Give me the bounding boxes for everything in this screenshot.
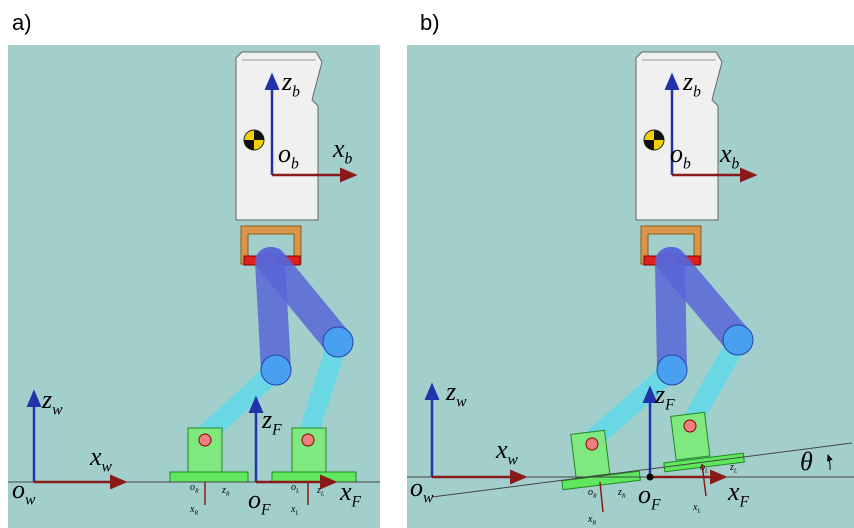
symbol-base: o bbox=[278, 139, 291, 168]
symbol-base: x bbox=[89, 442, 102, 471]
symbol-subscript: w bbox=[508, 452, 519, 469]
symbol-subscript: w bbox=[423, 490, 434, 507]
symbol-subscript: F bbox=[739, 494, 750, 511]
symbol-subscript: L bbox=[294, 511, 299, 517]
symbol-subscript: L bbox=[704, 469, 709, 475]
symbol-subscript: R bbox=[225, 492, 230, 498]
symbol-subscript: F bbox=[260, 502, 271, 519]
symbol-subscript: F bbox=[650, 497, 661, 514]
panel-label: a) bbox=[12, 10, 32, 35]
symbol-subscript: w bbox=[25, 492, 36, 509]
symbol-subscript: F bbox=[271, 422, 282, 439]
symbol-base: x bbox=[332, 134, 345, 163]
symbol-base: z bbox=[261, 405, 272, 434]
symbol-base: o bbox=[12, 475, 25, 504]
panel-b-bg bbox=[407, 45, 854, 528]
symbol-base: z bbox=[682, 67, 693, 96]
symbol-subscript: w bbox=[102, 459, 113, 476]
symbol-subscript: L bbox=[696, 509, 701, 515]
symbol-subscript: b bbox=[683, 156, 691, 173]
figure: a)zbobxbzwxwowzFoFxFoRzRxRoLzLxLb)zbobxb… bbox=[0, 0, 854, 528]
symbol-base: o bbox=[248, 485, 261, 514]
symbol-subscript: b bbox=[693, 84, 701, 101]
panel-label: b) bbox=[420, 10, 440, 35]
symbol-subscript: R bbox=[193, 511, 198, 517]
symbol-base: x bbox=[495, 435, 508, 464]
symbol-subscript: R bbox=[621, 494, 626, 500]
symbol-subscript: b bbox=[345, 151, 353, 168]
symbol-base: θ bbox=[800, 447, 813, 476]
symbol-subscript: L bbox=[320, 492, 325, 498]
symbol-base: z bbox=[41, 385, 52, 414]
symbol-subscript: w bbox=[456, 394, 467, 411]
symbol-subscript: b bbox=[292, 84, 300, 101]
symbol-base: o bbox=[410, 473, 423, 502]
symbol-base: z bbox=[281, 67, 292, 96]
symbol-subscript: R bbox=[591, 521, 596, 527]
symbol-subscript: b bbox=[291, 156, 299, 173]
symbol-base: x bbox=[719, 139, 732, 168]
symbol-subscript: F bbox=[664, 397, 675, 414]
symbol-subscript: L bbox=[295, 489, 300, 495]
symbol-subscript: R bbox=[592, 494, 597, 500]
symbol-subscript: w bbox=[52, 402, 63, 419]
symbol-base: o bbox=[670, 139, 683, 168]
symbol-base: o bbox=[638, 480, 651, 509]
frame-symbol: θ bbox=[800, 447, 813, 476]
symbol-base: z bbox=[445, 377, 456, 406]
symbol-base: x bbox=[339, 477, 352, 506]
symbol-subscript: L bbox=[733, 469, 738, 475]
symbol-base: x bbox=[727, 477, 740, 506]
symbol-subscript: b bbox=[732, 156, 740, 173]
symbol-base: z bbox=[654, 380, 665, 409]
symbol-subscript: F bbox=[351, 494, 362, 511]
symbol-subscript: R bbox=[194, 489, 199, 495]
